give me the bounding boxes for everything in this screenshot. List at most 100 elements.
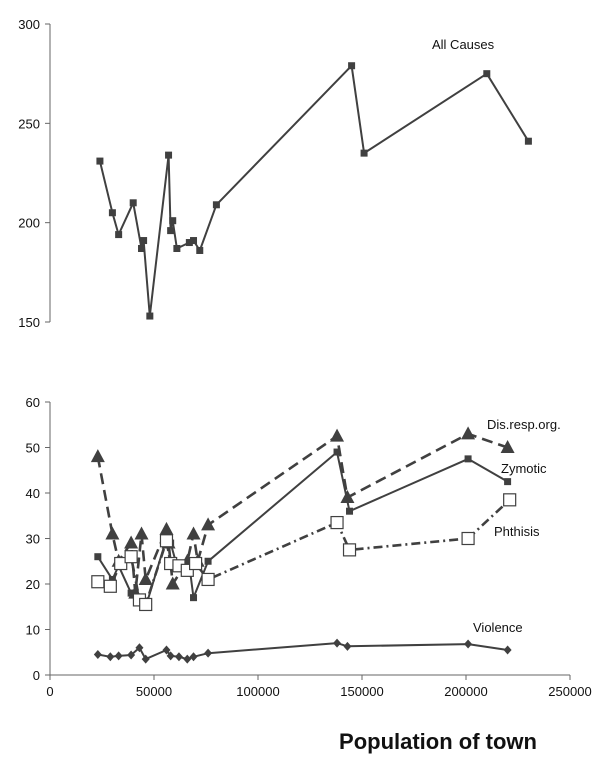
all-causes-point [108,209,116,217]
x-axis-title: Population of town [339,729,537,754]
zymotic-point [131,589,139,597]
all-causes-point [140,237,148,245]
all-causes-point [169,217,177,225]
violence-point [204,648,213,658]
all-causes-point [212,201,220,209]
violence-series [93,638,512,664]
all-causes-point [173,244,181,252]
y-tick-label: 30 [26,532,40,547]
dis-resp-org-point [500,440,515,453]
zymotic-point [94,553,102,561]
all-causes-point [165,151,173,159]
x-tick-label: 250000 [548,684,591,699]
bottom-series-layer [90,426,517,664]
all-causes-panel: 150 200 250 300 All Causes [18,17,532,330]
all-causes-point [96,157,104,165]
x-tick-label: 50000 [136,684,172,699]
violence-point [183,654,192,664]
all-causes-point [196,246,204,254]
x-tick-label: 200000 [444,684,487,699]
cause-breakdown-panel: 0 10 20 30 40 50 60 0 50000 100000 150000 200000 25… [26,395,592,754]
violence-point [503,645,512,655]
dis-resp-org-series [90,426,515,599]
phthisis-series [91,493,517,612]
phthisis-point [330,515,344,530]
all-causes-point [360,149,368,157]
zymotic-point [464,455,472,463]
dis-resp-org-point [201,517,216,531]
violence-point [189,652,198,662]
all-causes-point [524,137,532,145]
dis-resp-org-point [461,426,476,440]
x-tick-label: 150000 [340,684,383,699]
dis-resp-org-point [159,521,174,535]
violence-point [174,652,183,662]
dis-resp-org-line [96,432,509,595]
violence-point [114,651,123,661]
zymotic-point [504,478,512,486]
violence-point [93,650,102,660]
dis-resp-org-label: Dis.resp.org. [487,417,561,432]
all-causes-point [483,70,491,78]
violence-point [127,650,136,660]
all-causes-line [98,64,530,317]
dis-resp-org-point [330,428,345,442]
phthisis-point [342,543,357,557]
dis-resp-org-point [134,526,149,540]
phthisis-point [91,575,105,589]
all-causes-point [115,231,123,239]
violence-point [162,645,171,655]
all-causes-label: All Causes [432,37,495,52]
dis-resp-org-point [138,571,153,585]
zymotic-label: Zymotic [501,461,547,476]
dis-resp-org-point [165,576,180,590]
all-causes-series [96,62,532,320]
all-causes-point [138,244,146,252]
top-y-ticks: 150 200 250 300 [18,17,50,330]
violence-point [166,651,175,661]
phthisis-point [201,572,215,587]
dis-resp-org-point [186,526,201,540]
zymotic-point [190,594,198,602]
zymotic-point [204,557,212,565]
zymotic-point [346,507,354,515]
dis-resp-org-point [90,449,105,463]
x-ticks: 0 50000 100000 150000 200000 250000 [46,675,592,699]
zymotic-point [127,589,135,597]
violence-point [343,641,352,651]
dis-resp-org-point [340,490,355,504]
y-tick-label: 10 [26,623,40,638]
violence-point [333,638,342,648]
y-tick-label: 60 [26,395,40,410]
all-causes-point [167,227,175,235]
phthisis-point [461,531,475,546]
all-causes-point [129,199,137,207]
phthisis-point [503,493,517,507]
zymotic-line [96,451,509,608]
violence-label: Violence [473,620,523,635]
violence-point [135,643,144,653]
phthisis-point [189,556,203,571]
dis-resp-org-point [124,535,139,549]
all-causes-point [190,237,198,245]
all-causes-point [348,62,356,70]
zymotic-series [94,448,512,611]
phthisis-point [159,534,174,548]
y-tick-label: 150 [18,315,40,330]
all-causes-point [185,239,193,247]
all-causes-point [146,312,154,320]
y-tick-label: 250 [18,116,40,131]
y-tick-label: 20 [26,577,40,592]
y-tick-label: 50 [26,441,40,456]
phthisis-point [114,556,128,571]
violence-line [97,642,508,661]
y-tick-label: 200 [18,216,40,231]
zymotic-point [333,448,341,456]
phthisis-line [97,498,511,606]
violence-point [106,652,115,662]
x-tick-label: 0 [46,684,53,699]
violence-point [141,654,150,664]
phthisis-point [124,550,138,564]
